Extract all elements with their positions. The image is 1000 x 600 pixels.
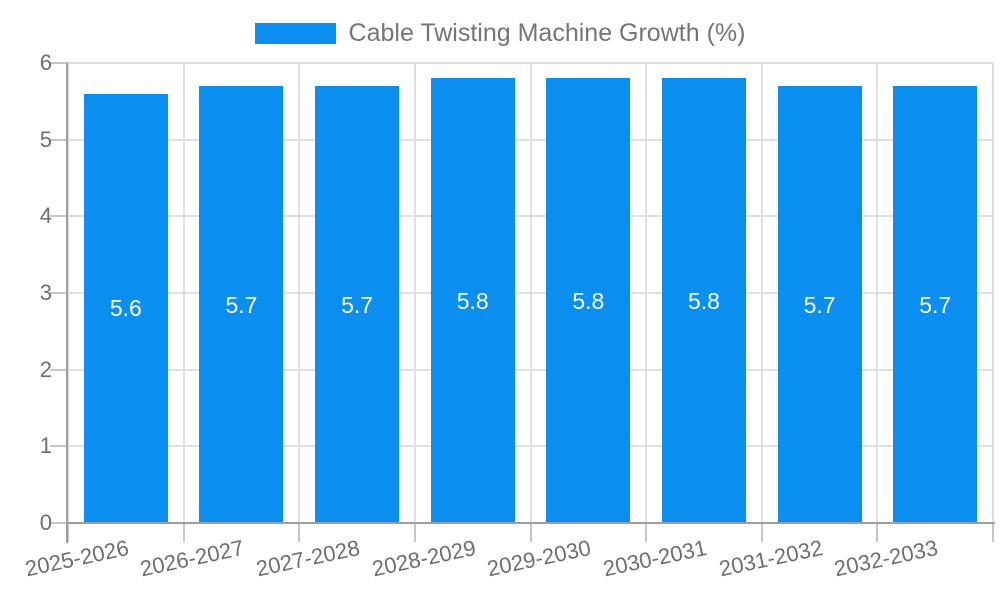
y-tick-label: 3 <box>39 280 52 305</box>
bar-2032-2033 <box>893 86 978 523</box>
bar-2025-2026 <box>83 93 168 523</box>
bar-value-label: 5.7 <box>803 291 836 318</box>
x-tick-label: 2030-2031 <box>600 535 709 582</box>
y-axis-tick <box>50 445 68 448</box>
x-tick-label: 2031-2032 <box>716 535 825 582</box>
bar-value-label: 5.6 <box>109 295 142 322</box>
y-axis-tick <box>50 138 68 141</box>
bar-value-label: 5.8 <box>687 287 720 314</box>
v-gridline <box>67 63 69 523</box>
v-gridline <box>413 63 416 523</box>
bar-value-label: 5.8 <box>456 287 489 314</box>
y-axis-tick <box>50 62 68 64</box>
x-axis-tick <box>760 523 763 542</box>
y-tick-label: 5 <box>39 126 52 152</box>
bar-2030-2031 <box>661 78 746 523</box>
v-gridline <box>182 63 185 523</box>
y-axis-tick <box>50 522 68 524</box>
y-tick-label: 4 <box>39 203 52 229</box>
x-axis-tick <box>182 523 185 542</box>
bar-2028-2029 <box>430 78 515 523</box>
bar-value-label: 5.7 <box>341 291 374 318</box>
x-axis <box>66 522 995 524</box>
bar-2031-2032 <box>777 86 862 523</box>
y-axis-tick <box>50 215 68 218</box>
v-gridline <box>992 63 994 523</box>
legend-swatch <box>254 22 336 44</box>
bar-value-label: 5.7 <box>225 291 258 318</box>
x-axis-tick <box>298 523 301 542</box>
x-tick-label: 2026-2027 <box>138 535 247 582</box>
v-gridline <box>876 63 879 523</box>
x-axis-tick <box>529 523 532 542</box>
x-axis-tick <box>67 523 69 542</box>
x-tick-label: 2032-2033 <box>832 535 941 582</box>
x-axis-tick <box>992 523 994 542</box>
bar-2027-2028 <box>315 86 400 523</box>
x-axis-tick <box>876 523 879 542</box>
y-axis-tick <box>50 368 68 371</box>
bar-value-label: 5.7 <box>919 291 952 318</box>
x-tick-label: 2028-2029 <box>369 535 478 582</box>
y-tick-label: 2 <box>39 356 52 382</box>
v-gridline <box>298 63 301 523</box>
x-axis-tick <box>413 523 416 542</box>
bar-2026-2027 <box>199 86 284 523</box>
legend[interactable]: Cable Twisting Machine Growth (%) <box>0 18 1000 48</box>
x-axis-tick <box>645 523 648 542</box>
bar-value-label: 5.8 <box>572 287 605 314</box>
x-tick-label: 2029-2030 <box>485 535 594 582</box>
bar-2029-2030 <box>546 78 631 523</box>
y-tick-label: 0 <box>39 510 52 535</box>
legend-label: Cable Twisting Machine Growth (%) <box>348 18 746 47</box>
y-tick-label: 6 <box>39 50 52 75</box>
y-axis <box>66 63 68 543</box>
v-gridline <box>645 63 648 523</box>
v-gridline <box>760 63 763 523</box>
y-axis-tick <box>50 292 68 294</box>
y-tick-label: 1 <box>39 433 52 459</box>
x-tick-label: 2027-2028 <box>253 535 363 582</box>
x-tick-label: 2025-2026 <box>22 535 131 582</box>
v-gridline <box>529 63 532 523</box>
